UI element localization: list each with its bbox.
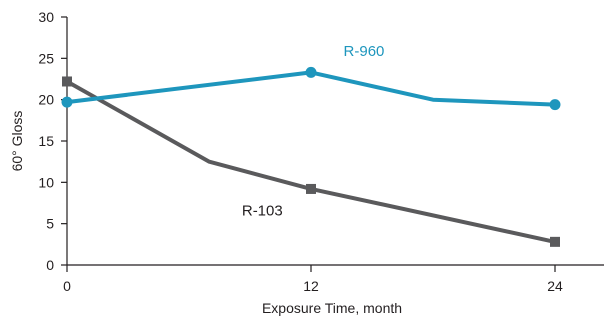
x-tick-label: 24 [547,278,563,294]
data-point-r-103 [550,236,560,247]
series-line-r-103 [65,79,557,244]
x-axis-title: Exposure Time, month [262,300,402,316]
y-tick-label: 25 [38,50,54,66]
annotation-layer: R-960 R-103 [242,43,385,220]
series-label-r-960: R-960 [344,43,385,60]
data-point-r-960 [305,66,317,78]
series-label-r-103: R-103 [242,202,283,219]
series-layer [61,66,561,247]
x-tick-label: 0 [63,278,71,294]
series-r-960 [61,66,561,111]
y-tick-label: 10 [38,174,54,190]
x-axis-ticks: 0 12 24 [63,265,563,294]
data-point-r-103 [306,183,316,194]
data-point-r-960 [61,96,73,108]
y-tick-label: 5 [46,216,54,232]
data-point-r-103 [62,76,72,87]
series-line-r-960 [65,70,557,107]
x-tick-label: 12 [303,278,319,294]
y-axis-title: 60° Gloss [9,111,25,172]
series-r-103 [62,76,560,247]
y-tick-label: 30 [38,9,54,25]
y-axis-ticks: 0 5 10 15 20 25 30 [38,9,67,273]
y-tick-label: 20 [38,92,54,108]
y-tick-label: 0 [46,257,54,273]
data-point-r-960 [549,99,561,111]
y-tick-label: 15 [38,133,54,149]
